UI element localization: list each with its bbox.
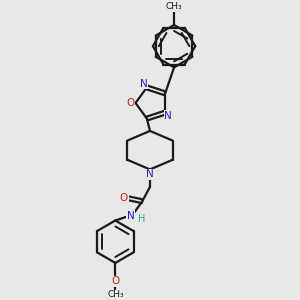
Text: O: O — [111, 276, 119, 286]
Text: H: H — [138, 214, 145, 224]
Text: N: N — [146, 169, 154, 179]
Text: N: N — [140, 79, 148, 88]
Text: O: O — [127, 98, 135, 108]
Text: O: O — [120, 194, 128, 203]
Text: CH₃: CH₃ — [107, 290, 124, 299]
Text: N: N — [127, 211, 135, 221]
Text: N: N — [164, 110, 172, 121]
Text: CH₃: CH₃ — [166, 2, 182, 11]
